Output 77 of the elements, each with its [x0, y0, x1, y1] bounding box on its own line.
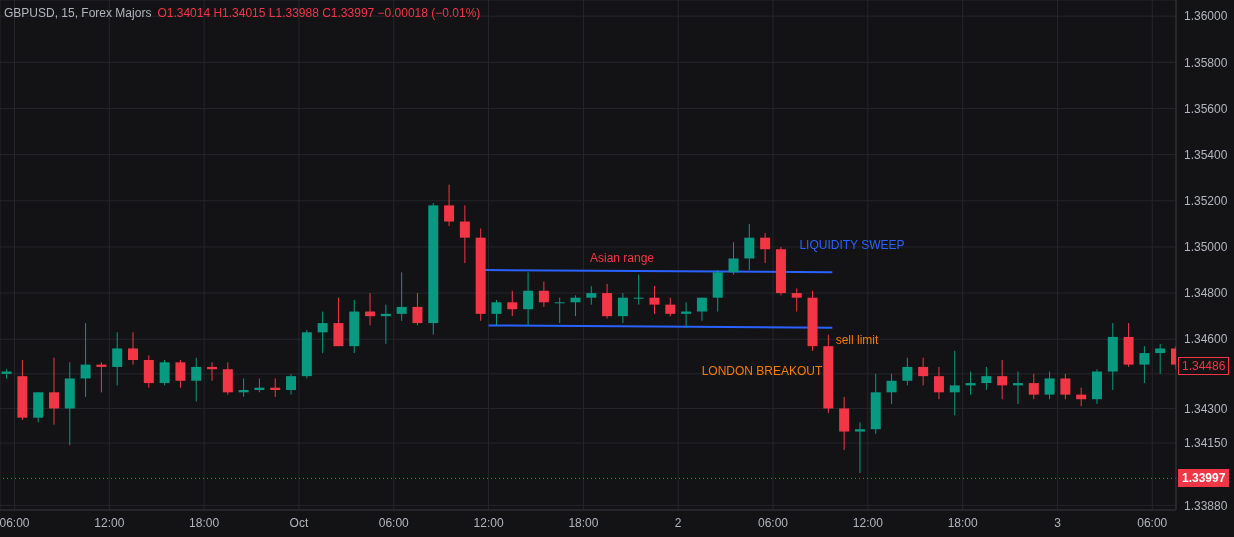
- candlestick: [665, 297, 676, 317]
- annotation: LONDON BREAKOUT: [701, 364, 823, 378]
- candlestick: [728, 241, 739, 276]
- candlestick: [159, 359, 170, 386]
- y-tick-label: 1.35400: [1184, 147, 1228, 162]
- candlestick: [191, 357, 202, 403]
- y-tick-label: 1.34600: [1184, 332, 1228, 347]
- candlestick: [112, 331, 123, 386]
- ref-line-label: 1.33997: [1178, 469, 1230, 488]
- y-tick-label: 1.34800: [1184, 286, 1228, 301]
- candlestick: [949, 350, 960, 416]
- y-tick-label: 1.34300: [1184, 401, 1228, 416]
- text: O1.34014 H1.34015 L1.33988 C1.33997 −0.00018 (−0.01%): [157, 6, 481, 20]
- annotation: LIQUIDITY SWEEP: [799, 238, 905, 252]
- candlestick: [143, 354, 154, 389]
- candlestick: [602, 283, 613, 319]
- candlestick: [444, 184, 455, 227]
- candlestick: [48, 357, 59, 426]
- x-tick-label: 18:00: [189, 515, 220, 530]
- x-tick-label: 06:00: [1137, 515, 1168, 530]
- candlestick: [507, 290, 518, 317]
- candlestick: [1139, 345, 1150, 384]
- x-tick-label: 18:00: [947, 515, 978, 530]
- candlestick: [744, 223, 755, 271]
- x-tick-label: 12:00: [852, 515, 884, 530]
- candlestick: [286, 373, 297, 396]
- candlestick: [523, 271, 534, 326]
- x-tick-label: Oct: [289, 515, 309, 530]
- y-tick-label: 1.35800: [1184, 55, 1228, 70]
- candlestick: [396, 271, 407, 322]
- candlestick: [491, 299, 502, 326]
- candlestick: [791, 287, 802, 313]
- candlestick: [854, 421, 865, 474]
- candlestick: [633, 274, 644, 306]
- annotation: sell limit: [835, 333, 879, 347]
- candlestick: [80, 322, 91, 398]
- text: GBPUSD, 15, Forex Majors: [4, 6, 152, 20]
- candlestick: [997, 359, 1008, 400]
- candlestick: [839, 396, 850, 451]
- annotation: Asian range: [589, 251, 655, 265]
- x-tick-label: 18:00: [568, 515, 599, 530]
- candlestick: [1060, 373, 1071, 400]
- candlestick: [538, 281, 549, 308]
- candlestick: [222, 361, 233, 396]
- candlestick: [333, 297, 344, 347]
- candlestick: [317, 311, 328, 354]
- candlestick: [554, 297, 565, 324]
- candlestick: [886, 373, 897, 405]
- y-tick-label: 1.33880: [1184, 498, 1228, 513]
- y-tick-label: 1.35200: [1184, 194, 1228, 209]
- x-tick-label: 12:00: [473, 515, 504, 530]
- candlestick: [902, 357, 913, 386]
- x-tick-label: 06:00: [0, 515, 30, 530]
- candlestick: [918, 357, 929, 386]
- candlestick: [933, 366, 944, 400]
- candlestick: [412, 292, 423, 326]
- candlestick: [617, 292, 628, 324]
- candlestick: [1028, 373, 1039, 400]
- candlestick: [981, 366, 992, 391]
- candlestick: [649, 285, 660, 315]
- y-tick-label: 1.35600: [1184, 101, 1228, 116]
- x-tick-label: 2: [674, 515, 682, 530]
- candlestick: [459, 204, 470, 264]
- candlestick: [586, 285, 597, 306]
- x-tick-label: 12:00: [94, 515, 125, 530]
- candlestick: [175, 359, 186, 389]
- candlestick: [128, 331, 139, 366]
- y-tick-label: 1.35000: [1184, 240, 1228, 255]
- x-tick-label: 06:00: [378, 515, 410, 530]
- y-tick-label: 1.34150: [1184, 436, 1228, 451]
- candlestick: [1044, 371, 1055, 400]
- candlestick: [760, 232, 771, 264]
- candlestick: [1155, 343, 1166, 375]
- text: 1.34486: [1178, 357, 1230, 375]
- y-tick-label: 1.36000: [1184, 9, 1228, 24]
- x-tick-label: 06:00: [758, 515, 789, 530]
- x-tick-label: 3: [1054, 515, 1062, 530]
